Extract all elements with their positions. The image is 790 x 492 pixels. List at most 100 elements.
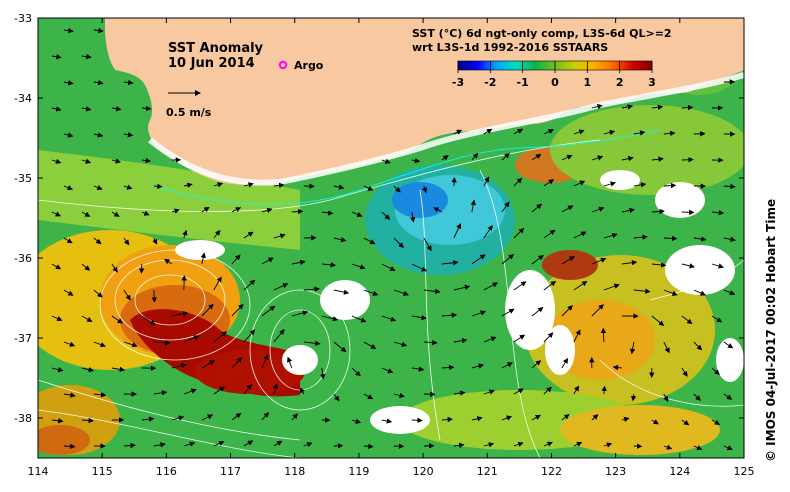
current-vector bbox=[453, 442, 465, 448]
colorbar-title-line1: SST (°C) 6d ngt-only comp, L3S-6d QL>=2 bbox=[412, 27, 672, 40]
current-vector bbox=[93, 341, 106, 348]
current-vector bbox=[81, 158, 92, 164]
current-vector bbox=[441, 260, 459, 266]
current-vector bbox=[651, 156, 664, 162]
current-vector bbox=[63, 341, 76, 347]
y-tick-label: -36 bbox=[14, 252, 32, 265]
x-tick-label: 117 bbox=[220, 465, 241, 478]
current-vector bbox=[441, 155, 449, 161]
current-vector bbox=[453, 129, 463, 135]
current-vector bbox=[171, 415, 185, 421]
current-vector bbox=[81, 211, 91, 217]
current-vector bbox=[273, 329, 285, 343]
x-tick-label: 122 bbox=[541, 465, 562, 478]
x-tick-label: 116 bbox=[156, 465, 177, 478]
current-vector bbox=[81, 367, 95, 373]
current-vector bbox=[291, 413, 298, 421]
current-vector bbox=[621, 260, 638, 266]
current-vector bbox=[81, 417, 94, 424]
current-vector bbox=[651, 419, 659, 425]
current-vector bbox=[231, 207, 242, 213]
current-vector bbox=[200, 252, 206, 265]
y-tick-label: -38 bbox=[14, 412, 32, 425]
current-vector bbox=[711, 367, 720, 375]
current-vector bbox=[183, 388, 197, 395]
current-vector bbox=[591, 257, 607, 265]
current-vector bbox=[51, 54, 62, 60]
current-vector bbox=[483, 128, 493, 135]
current-vector bbox=[111, 366, 126, 373]
current-vector bbox=[681, 263, 695, 269]
title-line1: SST Anomaly bbox=[168, 41, 264, 56]
current-vector bbox=[111, 158, 121, 164]
current-vector bbox=[81, 263, 91, 271]
current-vector bbox=[231, 303, 244, 317]
x-tick-label: 114 bbox=[28, 465, 49, 478]
current-vector bbox=[51, 158, 62, 164]
current-vector bbox=[423, 288, 441, 295]
current-vector bbox=[603, 283, 620, 291]
current-vector bbox=[213, 440, 225, 447]
current-vector bbox=[291, 208, 304, 215]
current-vector bbox=[231, 254, 241, 265]
current-vector bbox=[152, 237, 158, 245]
colorbar-tick-label: -3 bbox=[452, 76, 464, 89]
current-vector bbox=[51, 106, 62, 112]
current-vector bbox=[51, 263, 62, 270]
colorbar-tick-label: 0 bbox=[551, 76, 559, 89]
current-vector bbox=[321, 210, 334, 216]
current-vector bbox=[612, 364, 622, 371]
current-vector bbox=[213, 331, 227, 343]
current-vector bbox=[231, 412, 242, 421]
current-vector bbox=[183, 182, 193, 188]
current-vector bbox=[723, 445, 733, 451]
current-vector bbox=[141, 105, 152, 112]
current-vector bbox=[123, 289, 131, 301]
colorbar-tick-label: 2 bbox=[616, 76, 624, 89]
current-vector bbox=[591, 304, 604, 317]
current-vector bbox=[320, 367, 326, 380]
current-vector bbox=[261, 305, 276, 317]
current-vector bbox=[629, 341, 636, 355]
current-vector bbox=[681, 315, 693, 325]
current-vector bbox=[299, 387, 305, 395]
current-vector bbox=[723, 289, 736, 296]
current-vector bbox=[321, 315, 339, 322]
current-vector bbox=[111, 211, 120, 217]
current-vector bbox=[603, 232, 618, 239]
current-vector bbox=[531, 360, 542, 369]
current-vector bbox=[681, 104, 694, 111]
current-vector bbox=[63, 443, 76, 450]
current-vector bbox=[621, 155, 634, 162]
x-tick-label: 115 bbox=[92, 465, 113, 478]
current-vector bbox=[543, 129, 554, 135]
current-vector bbox=[573, 231, 587, 239]
current-vector bbox=[273, 182, 285, 189]
current-vector bbox=[651, 315, 665, 327]
current-vector bbox=[561, 305, 573, 317]
current-vector bbox=[363, 185, 374, 191]
current-vector bbox=[51, 418, 64, 424]
colorbar-tick-label: 1 bbox=[584, 76, 592, 89]
current-vector bbox=[286, 356, 293, 369]
australia-landmass bbox=[104, 18, 744, 186]
current-vector bbox=[441, 312, 458, 318]
current-vector bbox=[591, 103, 603, 110]
plot-frame bbox=[37, 17, 745, 459]
x-tick-label: 121 bbox=[477, 465, 498, 478]
x-axis: 114 115 116 117 118 119 120 121 122 123 124 125 bbox=[28, 18, 755, 478]
current-vector bbox=[171, 208, 180, 214]
current-vector bbox=[621, 207, 635, 214]
current-vector bbox=[711, 315, 723, 323]
current-vector bbox=[663, 235, 678, 242]
current-vector bbox=[333, 393, 340, 402]
current-vector bbox=[171, 362, 187, 369]
current-vector bbox=[153, 183, 163, 189]
current-vector bbox=[333, 289, 350, 295]
current-vector bbox=[93, 392, 107, 398]
current-vector bbox=[261, 412, 270, 421]
current-vector bbox=[272, 383, 279, 395]
current-vector bbox=[531, 203, 542, 213]
current-vector bbox=[261, 257, 274, 265]
current-vector bbox=[393, 185, 401, 193]
